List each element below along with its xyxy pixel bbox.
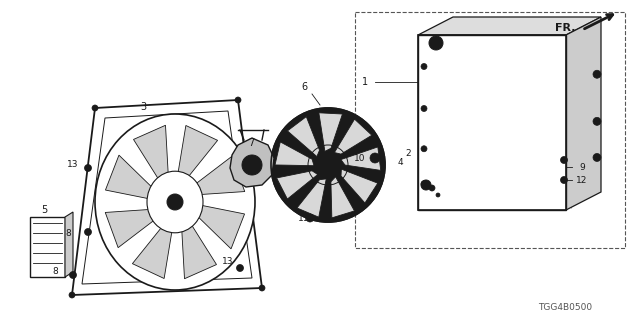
Text: 13: 13 bbox=[222, 258, 234, 267]
Circle shape bbox=[84, 164, 92, 172]
Polygon shape bbox=[65, 212, 73, 277]
Polygon shape bbox=[418, 17, 601, 35]
Bar bbox=[30, 217, 65, 277]
Text: 9: 9 bbox=[579, 163, 585, 172]
Ellipse shape bbox=[157, 183, 193, 221]
Circle shape bbox=[429, 185, 435, 191]
Polygon shape bbox=[177, 125, 218, 180]
Circle shape bbox=[424, 182, 429, 188]
Circle shape bbox=[370, 153, 380, 163]
Polygon shape bbox=[106, 155, 156, 200]
Text: 1: 1 bbox=[362, 77, 368, 87]
Polygon shape bbox=[134, 125, 168, 183]
Circle shape bbox=[92, 105, 98, 111]
Text: 4: 4 bbox=[397, 157, 403, 166]
Bar bbox=[418, 35, 566, 210]
Text: TGG4B0500: TGG4B0500 bbox=[538, 302, 592, 311]
Polygon shape bbox=[105, 209, 158, 248]
Polygon shape bbox=[230, 138, 274, 187]
Circle shape bbox=[84, 228, 92, 236]
Circle shape bbox=[70, 271, 77, 278]
Circle shape bbox=[434, 41, 438, 45]
Polygon shape bbox=[195, 204, 244, 249]
Circle shape bbox=[167, 194, 183, 210]
Circle shape bbox=[242, 155, 262, 175]
Text: 11: 11 bbox=[298, 213, 310, 222]
Polygon shape bbox=[566, 17, 601, 210]
Text: 3: 3 bbox=[140, 102, 146, 112]
Circle shape bbox=[595, 156, 599, 159]
Polygon shape bbox=[192, 156, 244, 195]
Circle shape bbox=[563, 158, 566, 162]
Circle shape bbox=[71, 273, 75, 277]
Circle shape bbox=[422, 147, 426, 150]
Circle shape bbox=[561, 177, 568, 183]
Circle shape bbox=[593, 117, 601, 125]
Circle shape bbox=[429, 36, 443, 50]
Polygon shape bbox=[319, 113, 342, 151]
Circle shape bbox=[421, 146, 427, 152]
Text: 12: 12 bbox=[576, 175, 588, 185]
Polygon shape bbox=[276, 171, 317, 199]
Polygon shape bbox=[297, 179, 326, 217]
Circle shape bbox=[421, 106, 427, 111]
Circle shape bbox=[431, 187, 433, 189]
Circle shape bbox=[306, 214, 314, 222]
Polygon shape bbox=[182, 221, 216, 279]
Text: 6: 6 bbox=[301, 82, 307, 92]
Polygon shape bbox=[334, 119, 372, 154]
Circle shape bbox=[372, 156, 378, 161]
Text: 13: 13 bbox=[67, 159, 79, 169]
Circle shape bbox=[235, 97, 241, 103]
Circle shape bbox=[561, 156, 568, 164]
Circle shape bbox=[308, 216, 312, 220]
Circle shape bbox=[238, 266, 242, 270]
Circle shape bbox=[315, 152, 341, 178]
Circle shape bbox=[171, 198, 179, 206]
Bar bbox=[418, 35, 566, 210]
Circle shape bbox=[422, 65, 426, 68]
Circle shape bbox=[321, 158, 335, 172]
Circle shape bbox=[421, 181, 427, 187]
Circle shape bbox=[595, 72, 599, 76]
Circle shape bbox=[271, 108, 385, 222]
Polygon shape bbox=[287, 117, 319, 156]
Circle shape bbox=[422, 107, 426, 110]
Circle shape bbox=[247, 160, 257, 170]
Text: FR.: FR. bbox=[556, 23, 576, 33]
Polygon shape bbox=[132, 223, 173, 278]
Circle shape bbox=[593, 70, 601, 78]
Circle shape bbox=[593, 154, 601, 162]
Text: 10: 10 bbox=[355, 154, 365, 163]
Circle shape bbox=[432, 39, 440, 47]
Circle shape bbox=[324, 162, 332, 169]
Polygon shape bbox=[331, 177, 355, 218]
Text: 8: 8 bbox=[52, 268, 58, 276]
Circle shape bbox=[69, 292, 75, 298]
Circle shape bbox=[237, 265, 243, 271]
Text: 8: 8 bbox=[65, 228, 71, 237]
Text: 2: 2 bbox=[405, 148, 411, 157]
Polygon shape bbox=[72, 100, 262, 295]
Text: 5: 5 bbox=[41, 205, 47, 215]
Circle shape bbox=[421, 63, 427, 69]
Circle shape bbox=[421, 180, 431, 190]
Circle shape bbox=[422, 182, 426, 185]
Text: 7: 7 bbox=[248, 138, 254, 148]
Circle shape bbox=[595, 119, 599, 123]
Polygon shape bbox=[275, 142, 314, 166]
Circle shape bbox=[259, 285, 265, 291]
Circle shape bbox=[86, 230, 90, 234]
Bar bbox=[355, 12, 625, 248]
Circle shape bbox=[436, 193, 440, 197]
Polygon shape bbox=[341, 169, 378, 203]
Ellipse shape bbox=[147, 171, 203, 233]
Circle shape bbox=[563, 178, 566, 182]
Polygon shape bbox=[341, 147, 381, 170]
Ellipse shape bbox=[95, 114, 255, 290]
Circle shape bbox=[86, 166, 90, 170]
